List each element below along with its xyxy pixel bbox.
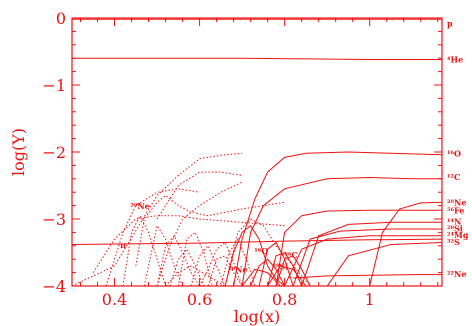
ticks-layer: 0.4 0.6 0.8 1 0 −1 −2 −3 −4 [42,9,442,309]
series-line-10 [326,242,442,286]
series-line-15 [275,255,311,286]
x-tick-label: 1 [365,290,375,309]
inline-species-label: ⁵⁶C [284,250,297,260]
series-line-22 [135,194,285,266]
series-line-9 [284,235,442,286]
x-axis-title: log(x) [234,307,281,326]
right-species-label: ²⁸Si [447,223,463,233]
right-species-label: ²²Ne [447,269,466,279]
series-line-20 [156,171,243,220]
right-species-label: ⁴He [447,55,463,65]
right-species-label: ¹⁴N [447,217,461,227]
right-species-label: ²⁰Ne [447,197,466,207]
series-line-3 [233,151,442,286]
series-line-30 [190,244,226,286]
right-species-label: ¹⁶O [447,148,461,158]
series-line-29 [177,231,213,286]
series-line-28 [169,248,205,286]
inline-species-label: ²⁸Si [272,261,288,271]
series-line-23 [92,215,285,273]
series-line-12 [293,274,442,279]
series-line-21 [105,188,200,286]
x-tick-label: 0.4 [102,290,127,309]
series-line-8 [292,228,442,286]
x-tick-label: 0.6 [187,290,212,309]
inline-species-label: n [120,240,126,250]
inline-species-label: ¹⁶O [254,246,268,256]
series-line-26 [143,224,184,286]
right-species-label: ⁵⁶Fe [447,205,464,215]
inline-species-label: ²⁰Ne [130,201,149,211]
y-tick-label: −2 [42,143,66,162]
series-line-33 [220,238,256,286]
series-line-24 [156,181,243,286]
right-species-label: ²⁴Mg [447,230,469,240]
series-line-2 [72,238,442,245]
series-line-17 [241,268,281,286]
y-tick-label: −1 [42,76,66,95]
series-line-7 [301,221,442,286]
series-line-31 [199,241,243,286]
series-line-19 [72,152,243,286]
series-line-4 [241,176,442,286]
series-line-18 [267,265,307,286]
curves-layer [72,18,442,286]
series-line-27 [156,234,201,286]
series-line-6 [275,209,442,286]
series-line-32 [207,255,243,286]
y-axis-title: log(Y) [9,128,28,176]
inline-species-label: ²⁰Ne [228,265,247,275]
right-species-label: ¹²C [447,172,460,182]
right-species-label: p [447,18,453,28]
labels-layer: p⁴He¹⁶O¹²C²⁰Ne⁵⁶Fe¹⁴N²⁸Si²⁴Mg³²S²²Ne²⁰Ne… [120,18,469,279]
series-line-16 [250,258,286,286]
series-line-1 [72,57,442,60]
y-tick-label: 0 [56,9,66,28]
series-line-5 [224,224,285,286]
x-tick-label: 0.8 [272,290,297,309]
y-tick-label: −4 [42,277,66,296]
series-line-34 [224,218,311,286]
y-tick-label: −3 [42,210,66,229]
series-line-35 [165,265,226,286]
series-line-11 [369,201,442,286]
right-species-label: ³²S [447,237,460,247]
